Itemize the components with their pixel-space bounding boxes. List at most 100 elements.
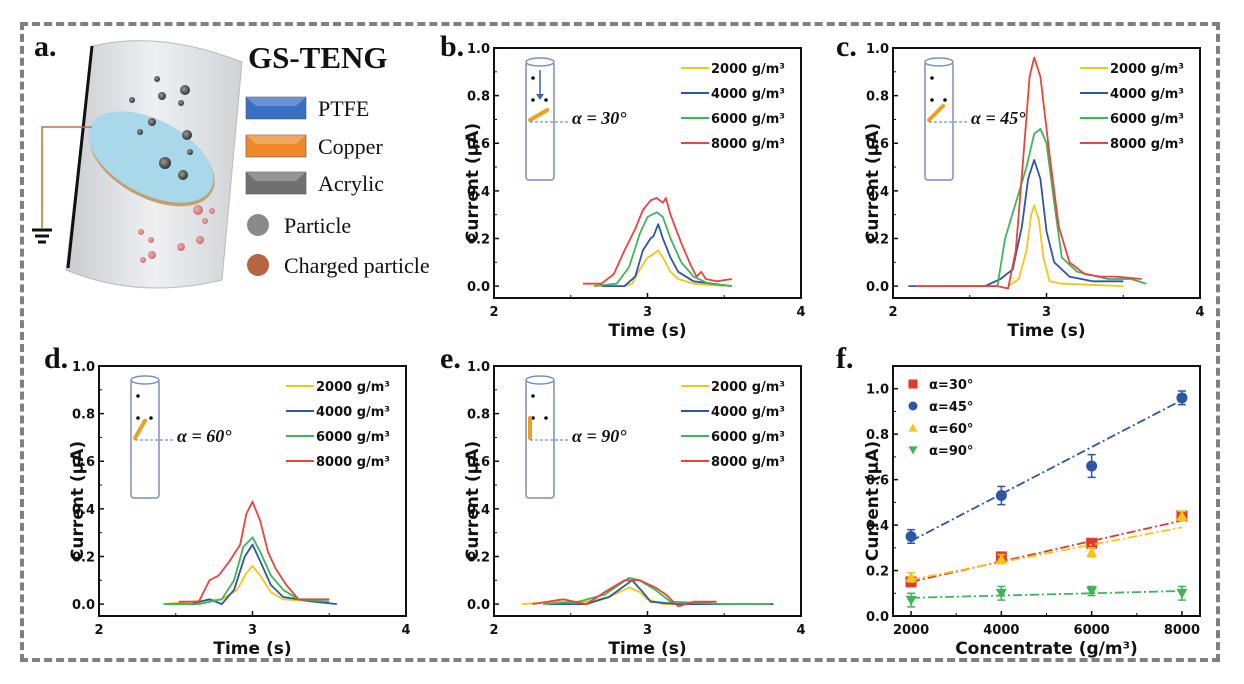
x-tick-label: 3 [1042, 305, 1051, 320]
charged-particle [196, 236, 204, 244]
x-tick-label: 2 [489, 623, 498, 638]
legend-swatch-acrylic [245, 171, 307, 195]
marker-triangle-down [905, 595, 917, 606]
inset-plate [528, 108, 550, 122]
particle [137, 129, 143, 135]
series-line-1 [547, 579, 774, 605]
series-line-2 [163, 536, 330, 605]
marker-triangle-down [995, 588, 1007, 599]
swatch-highlight [246, 172, 306, 181]
y-tick-label: 0.6 [866, 137, 889, 152]
charged-particle [193, 205, 203, 215]
y-tick-label: 0.4 [467, 503, 490, 518]
y-axis-label: Current (μA) [68, 441, 88, 561]
inset-particle [531, 76, 535, 80]
x-tick-label: 4 [401, 623, 410, 638]
gs-teng-schematic: GS-TENG PTFE Copper Acrylic Particle Charged… [32, 40, 430, 289]
y-tick-label: 0.4 [72, 503, 95, 518]
y-axis-label: Current (μA) [463, 123, 483, 243]
inset-plate [133, 418, 147, 440]
inset-particle [544, 98, 548, 102]
legend-label: Acrylic [318, 171, 384, 196]
y-tick-label: 0.4 [866, 185, 889, 200]
panel-label-e: e. [440, 342, 461, 375]
charged-particle [209, 208, 215, 214]
y-tick-label: 0.6 [467, 455, 490, 470]
y-tick-label: 0.4 [467, 185, 490, 200]
particle [178, 170, 188, 180]
legend-label: Charged particle [284, 253, 430, 278]
inset-cylinder-top [525, 375, 555, 385]
legend-label: 4000 g/m³ [1110, 87, 1184, 102]
inset-particle [531, 394, 535, 398]
particle [159, 157, 171, 169]
y-tick-label: 0.8 [467, 408, 490, 423]
x-tick-label: 2 [888, 305, 897, 320]
panel-label-b: b. [440, 30, 465, 63]
y-tick-label: 0.6 [467, 137, 490, 152]
legend-label: 8000 g/m³ [1110, 137, 1184, 152]
y-tick-label: 0.0 [866, 280, 889, 295]
inset-diagram: α = 90° [525, 375, 627, 499]
inset-particle [136, 394, 140, 398]
y-tick-label: 0.0 [467, 280, 490, 295]
legend-label: α=45° [929, 400, 973, 415]
legend-label: 6000 g/m³ [1110, 112, 1184, 127]
ground-wire [32, 126, 92, 244]
chart-c: 0.0 0.2 0.4 0.6 0.8 1.0 2 3 4 Time (s) Current (μA… [863, 42, 1205, 341]
x-tick-label: 3 [643, 623, 652, 638]
plot-frame [98, 365, 407, 617]
y-tick-label: 0.0 [866, 610, 889, 625]
marker-circle [995, 490, 1007, 502]
legend-swatch-ptfe [245, 96, 307, 120]
fit-line-0 [910, 519, 1183, 583]
panel-label-f: f. [836, 342, 854, 375]
legend-label: 4000 g/m³ [316, 405, 390, 420]
inset-diagram: α = 30° [525, 57, 627, 181]
inset-cylinder-top [525, 57, 555, 67]
x-axis-label: Concentrate (g/m³) [955, 639, 1138, 659]
x-axis-label: Time (s) [608, 639, 686, 659]
y-tick-label: 0.2 [866, 232, 889, 247]
charged-particles [138, 205, 215, 263]
y-tick-label: 0.8 [866, 428, 889, 443]
legend-label: 6000 g/m³ [711, 430, 785, 445]
marker-square [1086, 537, 1098, 549]
x-tick-label: 2 [94, 623, 103, 638]
marker-triangle-down [1086, 586, 1098, 597]
legend-label: 2000 g/m³ [711, 380, 785, 395]
y-tick-label: 1.0 [866, 42, 889, 57]
marker-triangle-down [908, 446, 918, 455]
y-tick-label: 0.2 [72, 550, 95, 565]
y-axis-label: Current (μA) [863, 441, 883, 561]
inset-particle [136, 416, 140, 420]
charged-particle [138, 229, 144, 235]
series-line-1 [601, 223, 733, 287]
y-tick-label: 1.0 [467, 42, 490, 57]
charged-particle [140, 257, 146, 263]
y-tick-label: 0.0 [72, 598, 95, 613]
swatch-highlight [246, 135, 306, 144]
chart-b: 0.0 0.2 0.4 0.6 0.8 1.0 2 3 4 Time (s) Current (μA… [463, 42, 806, 341]
inset-particle [531, 98, 535, 102]
marker-circle [1086, 460, 1098, 472]
plot-frame [892, 47, 1201, 299]
particle-icon [247, 214, 269, 236]
marker-square [908, 379, 918, 389]
legend-label: 8000 g/m³ [316, 455, 390, 470]
x-tick-label: 8000 [1164, 623, 1200, 638]
legend-label: 8000 g/m³ [711, 137, 785, 152]
x-tick-label: 3 [248, 623, 257, 638]
panel-label-c: c. [836, 30, 857, 63]
x-tick-label: 6000 [1074, 623, 1110, 638]
x-tick-label: 2 [489, 305, 498, 320]
y-tick-label: 1.0 [72, 360, 95, 375]
x-axis-label: Time (s) [213, 639, 291, 659]
marker-circle [905, 530, 917, 542]
marker-triangle-up [995, 553, 1007, 564]
x-tick-label: 4000 [983, 623, 1019, 638]
marker-triangle-down [1176, 588, 1188, 599]
marker-triangle-up [1086, 546, 1098, 557]
legend-label: α=90° [929, 444, 973, 459]
series-line-3 [583, 197, 733, 285]
